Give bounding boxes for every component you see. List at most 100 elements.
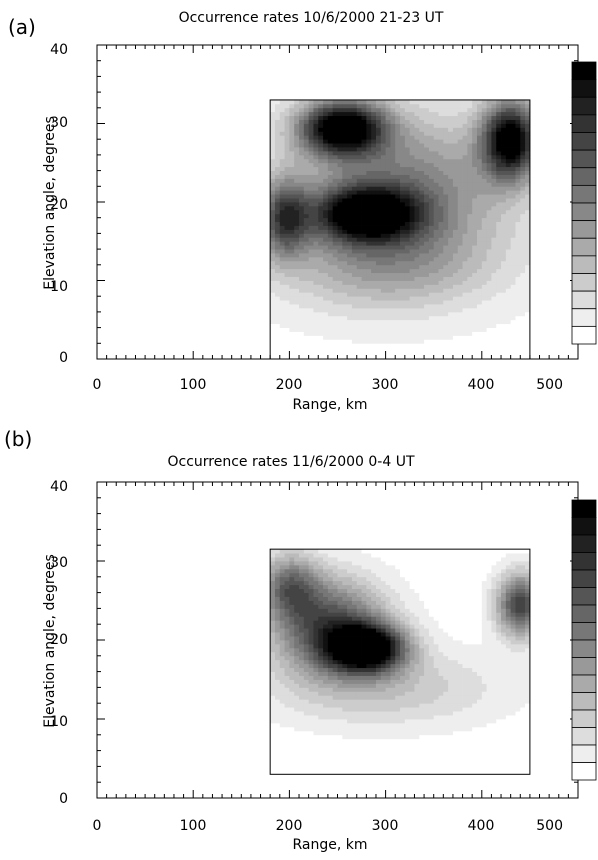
contour-cell xyxy=(486,280,492,285)
contour-cell xyxy=(467,233,473,238)
contour-cell xyxy=(433,202,439,207)
contour-cell xyxy=(428,319,435,325)
contour-cell xyxy=(462,355,468,360)
contour-cell xyxy=(347,675,353,680)
contour-cell xyxy=(342,221,348,226)
contour-cell xyxy=(525,111,531,117)
contour-cell xyxy=(515,202,521,207)
contour-cell xyxy=(274,679,281,684)
contour-cell xyxy=(390,237,396,242)
contour-cell xyxy=(347,327,353,332)
contour-cell xyxy=(510,237,516,242)
contour-cell xyxy=(313,143,319,148)
contour-cell xyxy=(472,237,478,242)
contour-cell xyxy=(452,276,459,281)
contour-cell xyxy=(289,707,295,712)
contour-cell xyxy=(361,307,367,313)
contour-cell xyxy=(303,162,310,168)
contour-cell xyxy=(279,632,285,637)
contour-cell xyxy=(361,750,367,755)
contour-cell xyxy=(501,154,507,160)
contour-cell xyxy=(520,335,526,340)
contour-cell xyxy=(481,143,488,148)
contour-cell xyxy=(289,186,295,191)
contour-cell xyxy=(279,576,285,582)
contour-cell xyxy=(448,280,454,285)
contour-cell xyxy=(515,264,521,270)
contour-cell xyxy=(351,331,358,336)
contour-cell xyxy=(472,186,478,191)
contour-cell xyxy=(303,115,310,120)
contour-cell xyxy=(395,182,401,187)
contour-cell xyxy=(337,147,343,152)
contour-cell xyxy=(404,307,411,313)
contour-cell xyxy=(318,576,324,582)
contour-cell xyxy=(289,339,295,344)
contour-cell xyxy=(361,651,367,657)
contour-cell xyxy=(452,319,459,325)
contour-cell xyxy=(351,162,358,168)
contour-cell xyxy=(342,339,348,344)
contour-cell xyxy=(347,233,353,238)
contour-cell xyxy=(294,139,300,144)
contour-cell xyxy=(448,296,454,301)
contour-cell xyxy=(342,194,348,199)
contour-cell xyxy=(274,182,281,187)
contour-cell xyxy=(337,592,343,597)
contour-cell xyxy=(337,343,343,348)
contour-cell xyxy=(419,162,425,168)
contour-cell xyxy=(299,154,305,160)
contour-cell xyxy=(313,256,319,262)
contour-cell xyxy=(505,205,512,211)
contour-cell xyxy=(351,190,358,195)
contour-cell xyxy=(299,182,305,187)
contour-cell xyxy=(327,762,334,767)
contour-cell xyxy=(299,158,305,164)
contour-cell xyxy=(424,323,430,328)
contour-cell xyxy=(419,182,425,187)
contour-cell xyxy=(332,249,338,254)
contour-cell xyxy=(409,315,415,321)
contour-cell xyxy=(313,178,319,183)
contour-cell xyxy=(308,127,314,132)
contour-cell xyxy=(361,241,367,246)
contour-cell xyxy=(332,150,338,156)
contour-cell xyxy=(496,237,502,242)
contour-cell xyxy=(274,202,281,207)
contour-cell xyxy=(510,307,516,313)
contour-cell xyxy=(274,249,281,254)
contour-cell xyxy=(481,150,488,156)
contour-cell xyxy=(443,205,449,211)
contour-cell xyxy=(433,162,439,168)
contour-cell xyxy=(342,335,348,340)
contour-cell xyxy=(520,276,526,281)
contour-cell xyxy=(356,304,362,309)
contour-cell xyxy=(462,311,468,317)
contour-cell xyxy=(371,276,377,281)
contour-cell xyxy=(462,131,468,136)
contour-cell xyxy=(299,596,305,601)
contour-cell xyxy=(284,249,290,254)
contour-cell xyxy=(491,147,497,152)
contour-cell xyxy=(284,99,290,105)
contour-cell xyxy=(525,190,531,195)
contour-cell xyxy=(294,592,300,597)
contour-cell xyxy=(337,268,343,274)
contour-cell xyxy=(313,616,319,621)
contour-cell xyxy=(274,628,281,633)
contour-cell xyxy=(299,119,305,124)
contour-cell xyxy=(443,347,449,352)
contour-cell xyxy=(428,198,435,203)
contour-cell xyxy=(323,596,329,601)
contour-cell xyxy=(356,343,362,348)
contour-cell xyxy=(419,323,425,328)
contour-cell xyxy=(390,111,396,117)
contour-cell xyxy=(409,186,415,191)
contour-cell xyxy=(361,659,367,665)
panel-a-y-tick-label: 20 xyxy=(50,197,68,213)
contour-cell xyxy=(385,103,391,109)
contour-cell xyxy=(361,691,367,696)
contour-cell xyxy=(448,166,454,171)
contour-cell xyxy=(501,268,507,274)
panel-b-contour-fill xyxy=(270,549,531,775)
